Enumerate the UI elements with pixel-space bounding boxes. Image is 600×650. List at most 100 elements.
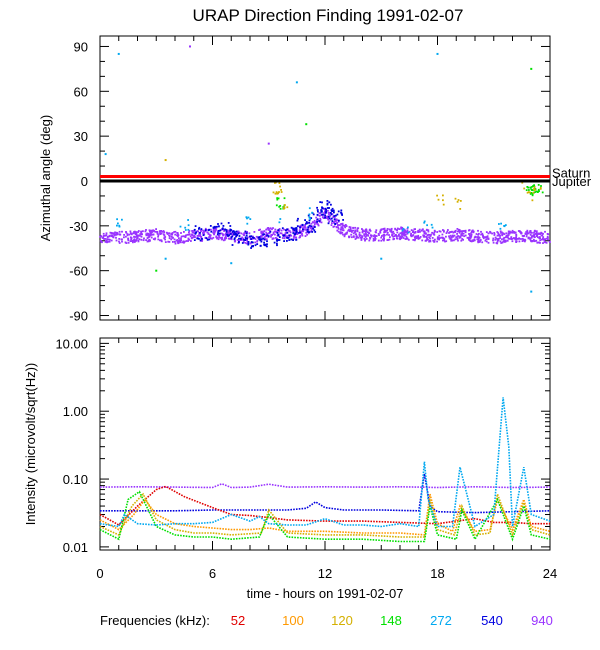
azimuth-point-940 [546,235,549,238]
azimuth-point-540 [206,238,209,241]
azimuth-point-940 [200,230,202,233]
azimuth-point-940 [133,232,136,234]
azimuth-point-940 [401,235,403,238]
azimuth-point-940 [463,235,466,238]
azimuth-point-940 [196,235,199,237]
azimuth-point-120 [276,192,279,195]
azimuth-point-940 [386,228,389,230]
azimuth-point-540 [292,232,295,234]
azimuth-point-940 [120,238,123,241]
azimuth-point-540 [216,233,219,236]
azimuth-point-540 [340,209,343,212]
azimuth-point-940 [331,213,334,216]
azimuth-point-540 [248,235,251,238]
azimuth-point-940 [451,239,454,242]
azimuth-point-540 [333,215,336,217]
azimuth-point-940 [433,240,436,243]
azimuth-point-940 [176,232,179,234]
azimuth-point-940 [137,230,140,232]
azimuth-point-940 [317,223,319,226]
azimuth-point-940 [459,230,461,233]
azimuth-point-940 [477,233,480,236]
azimuth-point-940 [485,240,488,243]
azimuth-point-148 [531,192,534,195]
azimuth-point-940 [110,234,113,237]
azimuth-point-148 [537,184,540,186]
azimuth-point-540 [238,241,240,244]
azimuth-point-940 [182,235,185,238]
azimuth-point-940 [246,242,249,245]
azimuth-point-940 [468,233,471,235]
azimuth-point-940 [494,236,497,239]
azimuth-point-940 [179,239,181,241]
azimuth-point-940 [365,228,368,231]
azimuth-point-940 [261,234,263,237]
azimuth-point-940 [405,238,408,240]
time-tick-label: 24 [543,566,557,581]
azimuth-point-540 [308,221,311,224]
azimuth-point-940 [361,231,364,234]
azimuth-point-940 [447,229,449,231]
azimuth-point-940 [511,240,514,243]
azimuth-point-940 [243,234,245,236]
azimuth-point-540 [334,222,337,225]
azimuth-point-940 [187,238,190,240]
azimuth-point-940 [278,229,281,231]
azimuth-point-540 [198,228,200,230]
azimuth-point-940 [423,230,426,233]
azimuth-point-940 [203,231,205,234]
azimuth-point-540 [236,234,239,236]
azimuth-point-940 [417,234,420,237]
azimuth-point-940 [517,230,520,232]
azimuth-point-940 [141,233,143,236]
azimuth-point-272 [407,226,409,229]
azimuth-point-940 [348,230,351,233]
azimuth-point-940 [226,229,229,232]
azimuth-point-940 [128,233,131,236]
azimuth-point-940 [106,238,109,240]
legend-item-52: 52 [231,613,245,628]
azimuth-point-940 [388,228,391,231]
azimuth-outlier-point [295,81,298,84]
azimuth-point-940 [142,239,145,242]
azimuth-point-940 [389,230,392,232]
azimuth-point-272 [431,226,434,229]
azimuth-point-940 [227,232,230,235]
azimuth-point-940 [301,230,303,233]
azimuth-point-940 [383,238,385,240]
azimuth-point-940 [225,237,228,240]
azimuth-point-272 [401,229,404,232]
azimuth-point-940 [433,233,436,236]
azimuth-point-940 [544,238,546,240]
azimuth-point-272 [187,228,190,231]
azimuth-point-940 [172,236,174,239]
azimuth-point-540 [227,235,229,237]
azimuth-point-940 [280,229,283,232]
azimuth-point-540 [258,238,261,241]
azimuth-point-540 [296,225,299,228]
azimuth-point-940 [352,229,355,232]
azimuth-point-540 [250,247,252,249]
azimuth-point-940 [147,239,150,242]
azimuth-point-940 [386,239,389,241]
azimuth-point-940 [322,217,325,219]
azimuth-point-940 [185,240,188,242]
azimuth-point-940 [456,230,459,233]
azimuth-point-940 [360,238,363,241]
azimuth-point-940 [212,229,215,231]
azimuth-point-940 [336,221,338,224]
azimuth-point-120 [442,203,445,206]
azimuth-outlier-point [530,290,533,293]
azimuth-point-940 [275,237,277,239]
azimuth-point-940 [224,238,226,241]
azimuth-point-940 [137,239,140,242]
azimuth-point-940 [193,231,195,234]
azimuth-point-940 [208,233,211,236]
azimuth-axis-label: Azimuthal angle (deg) [38,115,53,241]
azimuth-point-940 [201,240,203,242]
azimuth-point-540 [228,234,230,236]
azimuth-point-940 [456,228,459,230]
azimuth-point-148 [541,191,544,194]
azimuth-point-940 [395,234,397,237]
